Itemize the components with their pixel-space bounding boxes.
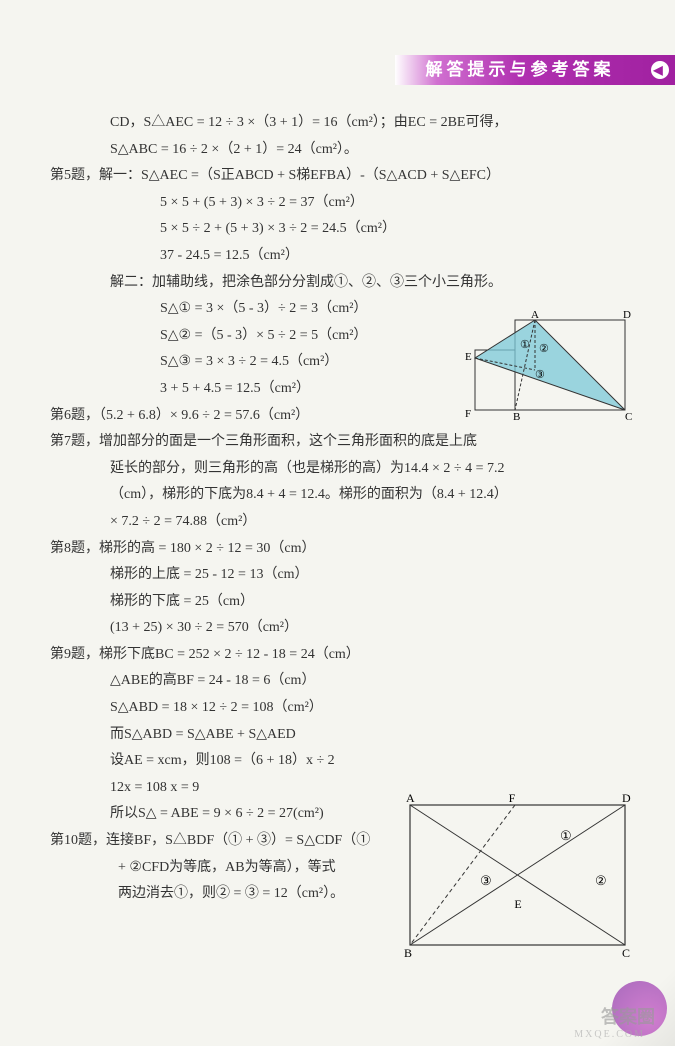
text-line: 延长的部分，则三角形的高（也是梯形的高）为14.4 × 2 ÷ 4 = 7.2 bbox=[110, 456, 630, 483]
label-F: F bbox=[465, 408, 471, 420]
question-line: 第8题，梯形的高 = 180 × 2 ÷ 12 = 30（cm） bbox=[50, 536, 630, 563]
banner-title: 解答提示与参考答案 bbox=[426, 54, 615, 86]
label-B: B bbox=[404, 946, 412, 960]
label-F: F bbox=[509, 791, 516, 805]
label-C: C bbox=[625, 411, 632, 420]
text-line: 37 - 24.5 = 12.5（cm²） bbox=[160, 243, 630, 270]
label-C: C bbox=[622, 946, 630, 960]
label-n3: ③ bbox=[480, 873, 492, 888]
figure-2-diagram: F A D B C E ① ② ③ bbox=[400, 790, 635, 960]
text-line: 梯形的上底 = 25 - 12 = 13（cm） bbox=[110, 562, 630, 589]
label-D: D bbox=[623, 310, 631, 321]
label-E: E bbox=[465, 351, 472, 363]
label-n1: ① bbox=[520, 339, 530, 351]
label-n2: ② bbox=[539, 343, 549, 355]
text-line: S△ABC = 16 ÷ 2 ×（2 + 1）= 24（cm²）。 bbox=[110, 137, 630, 164]
header-banner: 解答提示与参考答案 ◀ bbox=[395, 55, 675, 85]
label-B: B bbox=[513, 411, 520, 420]
text-line: 设AE = xcm，则108 =（6 + 18）x ÷ 2 bbox=[110, 748, 630, 775]
figure-1-diagram: A D E F B C ① ② ③ bbox=[435, 310, 635, 420]
text-line: 梯形的下底 = 25（cm） bbox=[110, 589, 630, 616]
text-line: CD，S△AEC = 12 ÷ 3 ×（3 + 1）= 16（cm²）；由EC … bbox=[110, 110, 630, 137]
label-A: A bbox=[406, 791, 415, 805]
text-line: 5 × 5 ÷ 2 + (5 + 3) × 3 ÷ 2 = 24.5（cm²） bbox=[160, 216, 630, 243]
text-line: × 7.2 ÷ 2 = 74.88（cm²） bbox=[110, 509, 630, 536]
content-body: CD，S△AEC = 12 ÷ 3 ×（3 + 1）= 16（cm²）；由EC … bbox=[50, 110, 630, 908]
text-line: （cm），梯形的下底为8.4 + 4 = 12.4。梯形的面积为（8.4 + 1… bbox=[110, 482, 630, 509]
text-line: 5 × 5 + (5 + 3) × 3 ÷ 2 = 37（cm²） bbox=[160, 190, 630, 217]
question-line: 第7题，增加部分的面是一个三角形面积，这个三角形面积的底是上底 bbox=[50, 429, 630, 456]
label-E: E bbox=[514, 897, 521, 911]
banner-arrow-icon: ◀ bbox=[651, 61, 669, 79]
label-A: A bbox=[531, 310, 539, 321]
label-n2: ② bbox=[595, 873, 607, 888]
question-line: 第9题，梯形下底BC = 252 × 2 ÷ 12 - 18 = 24（cm） bbox=[50, 642, 630, 669]
text-line: 而S△ABD = S△ABE + S△AED bbox=[110, 722, 630, 749]
text-line: 解二：加辅助线，把涂色部分分割成①、②、③三个小三角形。 bbox=[110, 270, 630, 297]
label-n3: ③ bbox=[535, 369, 545, 381]
question-line: 第5题，解一：S△AEC =（S正ABCD + S梯EFBA）-（S△ACD +… bbox=[50, 163, 630, 190]
text-line: (13 + 25) × 30 ÷ 2 = 570（cm²） bbox=[110, 615, 630, 642]
watermark-url: MXQE.COM bbox=[574, 1025, 645, 1044]
label-n1: ① bbox=[560, 828, 572, 843]
label-D: D bbox=[622, 791, 631, 805]
text-line: △ABE的高BF = 24 - 18 = 6（cm） bbox=[110, 668, 630, 695]
text-line: S△ABD = 18 × 12 ÷ 2 = 108（cm²） bbox=[110, 695, 630, 722]
